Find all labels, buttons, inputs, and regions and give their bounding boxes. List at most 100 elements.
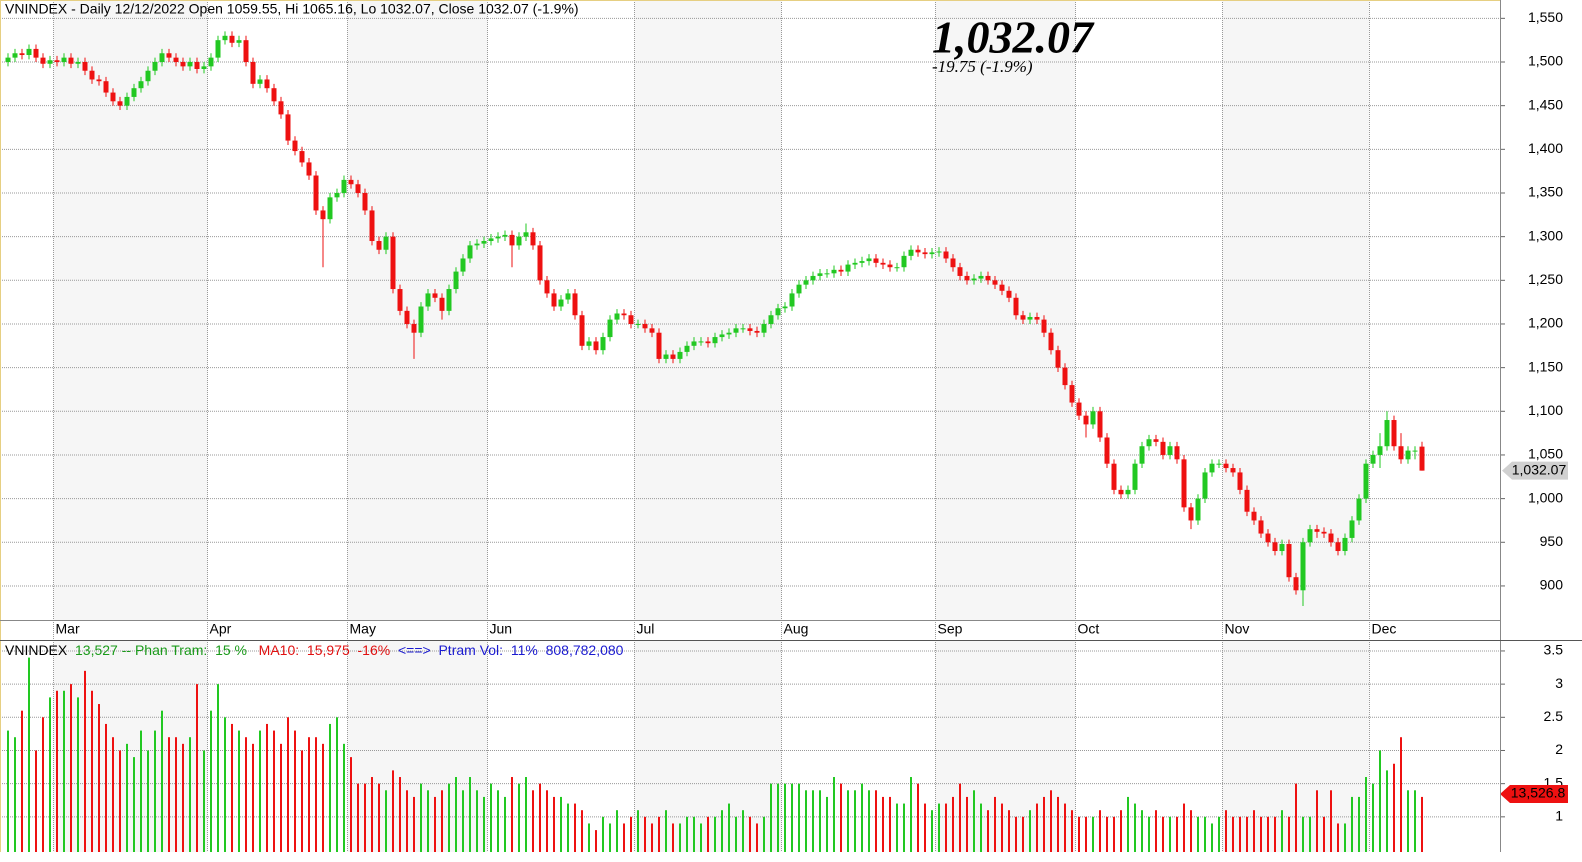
candle-body xyxy=(1097,411,1103,438)
volume-bar xyxy=(84,670,86,852)
candle-body xyxy=(1384,420,1390,447)
candle-body xyxy=(159,53,165,62)
header-part: 13,527 -- Phan Tram: 15 % xyxy=(75,642,259,658)
x-tick-label: Jun xyxy=(490,621,513,637)
candle-body xyxy=(1118,489,1124,495)
volume-bar xyxy=(518,783,520,852)
candle-body xyxy=(425,293,431,307)
candle-body xyxy=(880,262,886,265)
volume-bar xyxy=(994,796,996,852)
candle-body xyxy=(397,289,403,311)
candle-body xyxy=(33,48,39,58)
volume-bar xyxy=(133,757,135,852)
volume-bar xyxy=(476,790,478,852)
volume-bar xyxy=(1092,816,1094,852)
volume-bar xyxy=(1393,763,1395,852)
volume-bar xyxy=(952,796,954,852)
volume-bar xyxy=(105,723,107,852)
volume-bar xyxy=(819,790,821,852)
candle-body xyxy=(1111,463,1117,490)
candle-body xyxy=(1062,367,1068,386)
candle-body xyxy=(887,264,893,268)
volume-bar xyxy=(784,783,786,852)
volume-bar xyxy=(1372,783,1374,852)
volume-bar xyxy=(1113,816,1115,852)
volume-bar xyxy=(63,690,65,852)
volume-bar xyxy=(721,810,723,852)
plot-layer: Mar Apr May Jun Jul Aug Sep Oct Nov Dec 900 950 1,00… xyxy=(0,0,1568,852)
big-price: 1,032.07 xyxy=(932,12,1095,63)
volume-bar xyxy=(497,790,499,852)
candle-body xyxy=(131,88,137,97)
volume-bar xyxy=(273,730,275,852)
candle-body xyxy=(369,210,375,242)
volume-bar xyxy=(1295,783,1297,852)
candle-body xyxy=(166,53,172,58)
volume-bar xyxy=(1029,810,1031,852)
volume-bar xyxy=(777,783,779,852)
candle-body xyxy=(1041,319,1047,333)
volume-bar xyxy=(147,750,149,852)
candle-body xyxy=(292,140,298,152)
candle-body xyxy=(565,293,571,300)
volume-bar xyxy=(959,783,961,852)
candle-body xyxy=(712,337,718,344)
candle-body xyxy=(586,341,592,346)
volume-bar xyxy=(1176,816,1178,852)
candle-body xyxy=(726,332,732,335)
candle-body xyxy=(1153,439,1159,442)
candle-body xyxy=(1258,520,1264,534)
candle-body xyxy=(1377,446,1383,455)
volume-bar xyxy=(1211,823,1213,852)
candle-body xyxy=(1104,437,1110,464)
volume-bar xyxy=(987,810,989,852)
volume-bar xyxy=(840,783,842,852)
candle-body xyxy=(502,234,508,237)
candle-body xyxy=(1342,537,1348,552)
y-tick-label: 900 xyxy=(1540,577,1564,593)
candle-body xyxy=(509,234,515,246)
candle-body xyxy=(110,92,116,102)
candle-body xyxy=(537,245,543,281)
volume-bar xyxy=(301,750,303,852)
y-tick-label: 1,300 xyxy=(1528,227,1563,243)
candle-body xyxy=(1167,446,1173,455)
volume-bar xyxy=(805,790,807,852)
volume-bar xyxy=(1323,816,1325,852)
volume-bar xyxy=(749,816,751,852)
x-tick-label: Jul xyxy=(637,621,655,637)
candle-body xyxy=(439,297,445,311)
candle-body xyxy=(670,354,676,359)
volume-bar xyxy=(126,743,128,852)
volume-bar xyxy=(413,796,415,852)
volume-bar xyxy=(938,803,940,852)
candle-body xyxy=(1328,533,1334,543)
candle-body xyxy=(817,273,823,276)
volume-bar xyxy=(336,717,338,852)
candle-body xyxy=(635,323,641,325)
candle-body xyxy=(1398,446,1404,460)
y-tick-label: 1,450 xyxy=(1528,96,1563,112)
volume-bar xyxy=(672,823,674,852)
candle-body xyxy=(19,53,25,56)
volume-bar xyxy=(469,777,471,852)
volume-bar xyxy=(1232,816,1234,852)
candle-body xyxy=(12,53,18,58)
candle-body xyxy=(936,251,942,253)
volume-bar xyxy=(1365,777,1367,852)
volume-bar xyxy=(896,803,898,852)
candle-body xyxy=(54,60,60,62)
volume-bar xyxy=(1239,816,1241,852)
month-band xyxy=(935,641,1076,852)
candle-body xyxy=(250,62,256,84)
candle-body xyxy=(838,269,844,272)
candle-body xyxy=(1286,544,1292,578)
candle-body xyxy=(1321,531,1327,534)
candle-body xyxy=(733,328,739,333)
y-tick-label: 1,050 xyxy=(1528,446,1563,462)
volume-bar xyxy=(700,823,702,852)
volume-bar xyxy=(973,790,975,852)
volume-bar xyxy=(1127,796,1129,852)
candle-body xyxy=(1363,463,1369,499)
volume-bar xyxy=(588,823,590,852)
